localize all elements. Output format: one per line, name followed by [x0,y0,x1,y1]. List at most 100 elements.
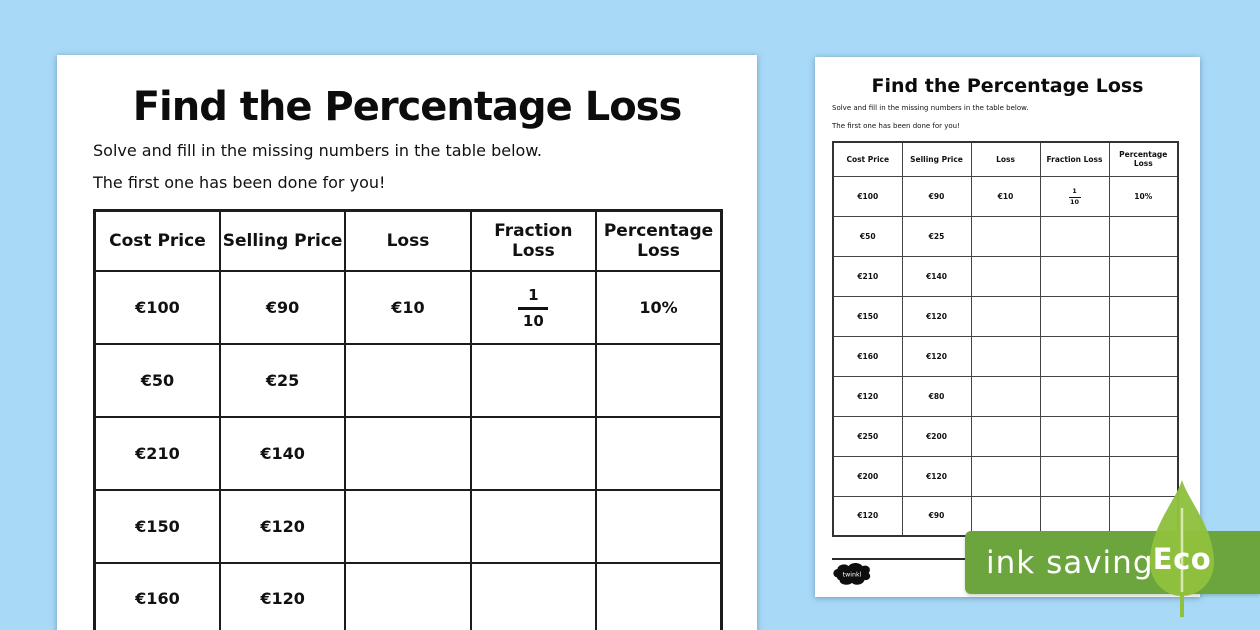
header-percentage-loss: Percentage Loss [1108,141,1179,177]
selling-price-cell: €25 [218,342,347,418]
loss-cell-empty [970,375,1041,417]
loss-cell-empty [344,561,472,630]
percentage-loss-table: Cost Price Selling Price Loss Fraction L… [93,209,723,630]
fraction-numerator: 1 [528,286,539,304]
worksheet-title: Find the Percentage Loss [132,84,683,130]
fraction-value: 1 10 [518,286,549,330]
cost-price-cell: €50 [93,342,221,418]
loss-cell-empty [970,255,1041,297]
selling-price-cell: €140 [218,415,347,491]
loss-cell-empty [344,342,472,418]
worksheet-title-small: Find the Percentage Loss [871,75,1144,97]
percentage-loss-cell-empty [1108,215,1179,257]
cost-price-cell: €210 [93,415,221,491]
fraction-loss-cell-empty [469,561,598,630]
worksheet-page-main: Find the Percentage Loss Solve and fill … [57,55,757,630]
header-selling-price: Selling Price [901,141,972,177]
cost-price-cell: €160 [93,561,221,630]
percentage-loss-cell-empty [1108,375,1179,417]
table-row: €200 €120 [832,455,1179,497]
table-row: €50 €25 [93,342,723,418]
fraction-denominator: 10 [522,311,544,330]
fraction-loss-cell-empty [1039,335,1110,377]
table-row: €160 €120 [832,335,1179,377]
percentage-loss-cell-empty [1108,335,1179,377]
twinkl-logo-icon: twinkl [833,563,871,585]
loss-cell: €10 [970,175,1041,217]
header-cost-price: Cost Price [93,209,221,272]
percentage-loss-cell-empty [1108,255,1179,297]
loss-cell-empty [970,335,1041,377]
fraction-loss-cell-empty [1039,455,1110,497]
cost-price-cell: €100 [832,175,903,217]
table-row: €120 €80 [832,375,1179,417]
header-loss: Loss [344,209,472,272]
fraction-loss-cell-empty [1039,215,1110,257]
cost-price-cell: €50 [832,215,903,257]
fraction-bar [1068,196,1081,198]
percentage-loss-cell-empty [1108,415,1179,457]
selling-price-cell: €120 [901,455,972,497]
percentage-loss-cell-empty [595,342,723,418]
table-row-solved: €100 €90 €10 1 10 10% [832,175,1179,217]
percentage-loss-table-small: Cost Price Selling Price Loss Fraction L… [832,141,1179,537]
cost-price-cell: €210 [832,255,903,297]
cost-price-cell: €200 [832,455,903,497]
fraction-loss-cell-empty [469,342,598,418]
table-row: €50 €25 [832,215,1179,257]
table-header-row: Cost Price Selling Price Loss Fraction L… [832,141,1179,177]
fraction-value: 1 10 [1068,187,1081,206]
selling-price-cell: €120 [901,335,972,377]
fraction-bar [518,306,549,310]
instruction-line-1: Solve and fill in the missing numbers in… [93,141,543,160]
fraction-denominator: 10 [1069,198,1080,206]
table-row: €250 €200 [832,415,1179,457]
percentage-loss-cell: 10% [1108,175,1179,217]
selling-price-cell: €120 [901,295,972,337]
selling-price-cell: €90 [901,175,972,217]
percentage-loss-cell-empty [595,415,723,491]
loss-cell-empty [344,488,472,564]
fraction-loss-cell: 1 10 [1039,175,1110,217]
table-header-row: Cost Price Selling Price Loss Fraction L… [93,209,723,272]
loss-cell-empty [970,295,1041,337]
worksheet-page-thumbnail: Find the Percentage Loss Solve and fill … [815,57,1200,597]
fraction-loss-cell-empty [1039,415,1110,457]
cost-price-cell: €120 [832,495,903,537]
cost-price-cell: €150 [832,295,903,337]
selling-price-cell: €120 [218,488,347,564]
loss-cell-empty [344,415,472,491]
loss-cell-empty [970,495,1041,537]
fraction-loss-cell-empty [469,488,598,564]
table-row: €150 €120 [93,488,723,564]
selling-price-cell: €200 [901,415,972,457]
selling-price-cell: €25 [901,215,972,257]
table-row: €210 €140 [93,415,723,491]
header-selling-price: Selling Price [218,209,347,272]
cost-price-cell: €150 [93,488,221,564]
table-row: €120 €90 [832,495,1179,537]
percentage-loss-cell-empty [1108,295,1179,337]
selling-price-cell: €90 [901,495,972,537]
loss-cell: €10 [344,269,472,345]
header-fraction-loss: Fraction Loss [469,209,598,272]
loss-cell-empty [970,455,1041,497]
fraction-loss-cell-empty [1039,375,1110,417]
percentage-loss-cell-empty [595,488,723,564]
instruction-line-2-small: The first one has been done for you! [832,122,960,130]
eco-label: Eco [1152,542,1212,576]
instruction-line-1-small: Solve and fill in the missing numbers in… [832,104,1029,112]
loss-cell-empty [970,215,1041,257]
selling-price-cell: €120 [218,561,347,630]
fraction-loss-cell-empty [1039,255,1110,297]
fraction-loss-cell-empty [469,415,598,491]
table-row: €150 €120 [832,295,1179,337]
fraction-loss-cell: 1 10 [469,269,598,345]
cost-price-cell: €250 [832,415,903,457]
cost-price-cell: €100 [93,269,221,345]
percentage-loss-cell-empty [595,561,723,630]
header-loss: Loss [970,141,1041,177]
ink-saving-label: ink saving [986,544,1154,581]
header-cost-price: Cost Price [832,141,903,177]
